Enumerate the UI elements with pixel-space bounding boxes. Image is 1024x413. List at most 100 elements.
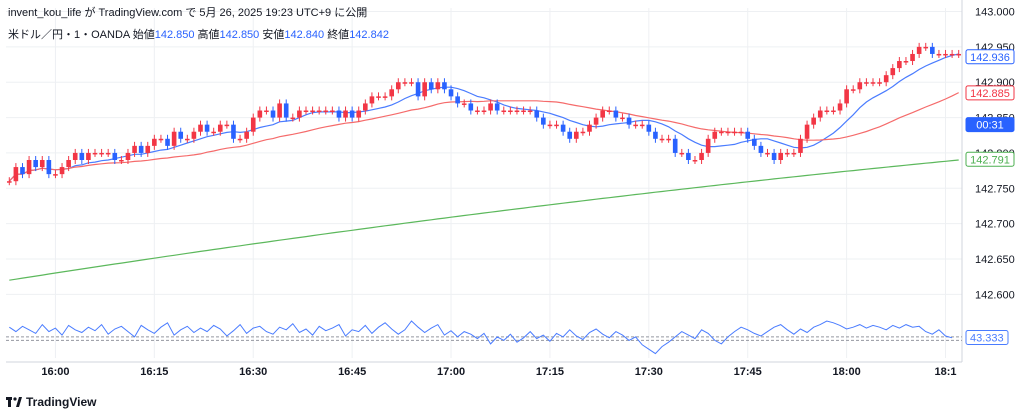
candle-body [204,124,210,132]
publish-caption: invent_kou_life が TradingView.com で 5月 2… [8,7,368,19]
candle-body [817,110,823,118]
candle-body [626,117,632,125]
candle-body [290,117,296,120]
candle-body [369,96,375,104]
candle-body [679,152,685,155]
candle-body [514,110,520,113]
candle-body [330,110,335,113]
candle-body [264,110,269,113]
candle-body [224,124,230,127]
candle-body [949,53,955,56]
candle-body [593,117,599,125]
time-tick-label: 18:00 [833,366,861,378]
brand-name: TradingView [26,395,97,409]
oscillator-line [9,320,953,355]
candle-body [758,145,764,153]
price-label-badge [965,49,1015,65]
candle-body [33,160,38,168]
candle-body [831,110,836,113]
candle-body [125,152,131,160]
candle-body [13,167,19,182]
price-tick-label: 142.700 [975,219,1015,231]
candle-body [916,46,922,54]
candle-body [475,110,480,113]
candle-body [455,96,460,104]
candle-body [534,110,540,118]
candle-body [725,131,731,134]
candle-body [99,152,104,155]
candle-body [521,110,526,113]
candle-body [771,152,777,160]
candle-body [890,68,896,76]
candle-body [527,110,533,113]
candle-body [165,138,170,146]
candle-body [903,61,909,63]
candle-body [541,117,546,125]
time-tick-label: 18:1 [935,366,957,378]
price-label-text: 00:31 [976,120,1004,132]
candle-body [468,103,474,111]
candle-body [481,110,487,113]
time-tick-label: 17:15 [536,366,564,378]
candle-body [501,110,507,113]
candle-body [185,138,190,141]
candle-body [59,167,65,175]
ohlc-legend: 米ドル／円・1・OANDA 始値142.850 高値142.850 安値142.… [8,26,389,42]
candle-body [606,110,612,113]
candle-body [461,103,467,105]
time-tick-label: 17:45 [734,366,762,378]
candle-body [26,160,32,175]
candle-body [138,145,144,153]
candle-body [844,89,849,104]
candle-body [336,110,342,118]
candle-body [897,61,902,69]
price-label-badge [965,117,1015,133]
candle-body [349,110,355,118]
time-tick-label: 17:00 [437,366,465,378]
candle-body [633,124,638,127]
candle-body [560,124,566,132]
candle-body [415,82,421,97]
candle-body [712,131,718,139]
candle-body [132,145,137,153]
time-axis[interactable]: 16:00 16:15 16:30 16:45 17:00 17:15 17:30 17:45… [41,366,956,378]
candle-body [930,46,935,54]
price-tick-label: 142.600 [975,289,1015,301]
tradingview-logo-icon [6,397,22,407]
candle-body [46,160,52,175]
candle-body [310,110,315,113]
candle-body [6,181,12,183]
oscillator-value-label: 43.333 [970,332,1004,344]
open-label: 始値 [132,29,155,41]
candle-body [39,160,45,168]
candle-body [936,53,942,56]
candle-body [244,131,249,139]
candle-body [804,124,810,139]
close-value: 142.842 [349,29,389,41]
candle-body [910,53,915,62]
price-label-badge [965,151,1015,167]
candle-body [580,131,586,134]
candle-body [448,89,454,97]
candle-body [692,160,698,162]
open-value: 142.850 [154,29,195,41]
candle-body [639,124,645,127]
candle-body [66,160,71,168]
last-price-labels: 142.936 142.885 00:31 142.791 [965,49,1015,167]
candle-body [343,110,348,118]
candle-body [382,96,388,98]
symbol-label[interactable]: 米ドル／円・1・OANDA [8,29,130,41]
candle-body [956,53,962,56]
high-label: 高値 [197,29,220,41]
tradingview-brand[interactable]: TradingView [6,395,96,409]
candle-body [613,110,619,118]
moving-averages [8,53,959,281]
candle-body [217,124,223,132]
candle-body [672,138,678,153]
high-value: 142.850 [219,29,260,41]
candle-body [646,124,652,132]
candle-body [699,152,704,160]
candle-body [798,138,803,153]
